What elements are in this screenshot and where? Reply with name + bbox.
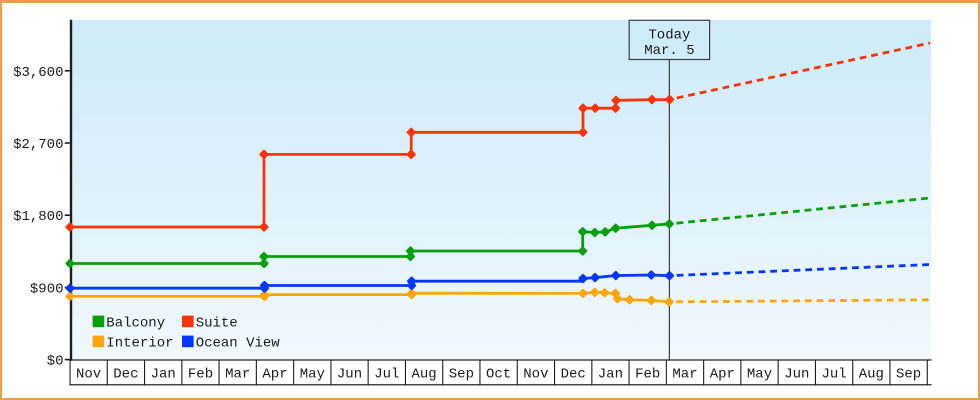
svg-text:Jul: Jul — [374, 366, 399, 382]
svg-text:Jun: Jun — [337, 366, 362, 382]
svg-text:Feb: Feb — [188, 366, 213, 382]
svg-text:Jul: Jul — [821, 366, 846, 382]
svg-text:Nov: Nov — [76, 366, 101, 382]
svg-text:Jan: Jan — [151, 366, 176, 382]
svg-text:Apr: Apr — [710, 366, 735, 382]
svg-text:Oct: Oct — [486, 366, 511, 382]
svg-text:Sep: Sep — [449, 366, 474, 382]
svg-text:Apr: Apr — [262, 366, 287, 382]
svg-text:Sep: Sep — [896, 366, 921, 382]
svg-text:$1,800: $1,800 — [13, 209, 63, 225]
svg-text:$0: $0 — [47, 354, 64, 370]
svg-text:Jan: Jan — [598, 366, 623, 382]
svg-text:Today: Today — [648, 28, 690, 44]
svg-text:Feb: Feb — [635, 366, 660, 382]
svg-text:Aug: Aug — [859, 366, 884, 382]
svg-text:Jun: Jun — [784, 366, 809, 382]
svg-text:Mar. 5: Mar. 5 — [644, 43, 694, 59]
svg-text:Interior: Interior — [106, 336, 173, 352]
svg-text:Aug: Aug — [411, 366, 436, 382]
svg-text:Dec: Dec — [561, 366, 586, 382]
svg-text:Balcony: Balcony — [106, 316, 165, 332]
svg-text:Mar: Mar — [672, 366, 697, 382]
svg-text:Nov: Nov — [523, 366, 548, 382]
svg-text:Mar: Mar — [225, 366, 250, 382]
svg-text:Suite: Suite — [196, 316, 238, 332]
svg-text:Dec: Dec — [113, 366, 138, 382]
svg-text:Ocean View: Ocean View — [196, 336, 281, 352]
svg-text:$2,700: $2,700 — [13, 137, 63, 153]
svg-text:$900: $900 — [30, 281, 64, 297]
svg-text:May: May — [747, 366, 772, 382]
svg-text:$3,600: $3,600 — [13, 65, 63, 81]
svg-text:May: May — [300, 366, 325, 382]
